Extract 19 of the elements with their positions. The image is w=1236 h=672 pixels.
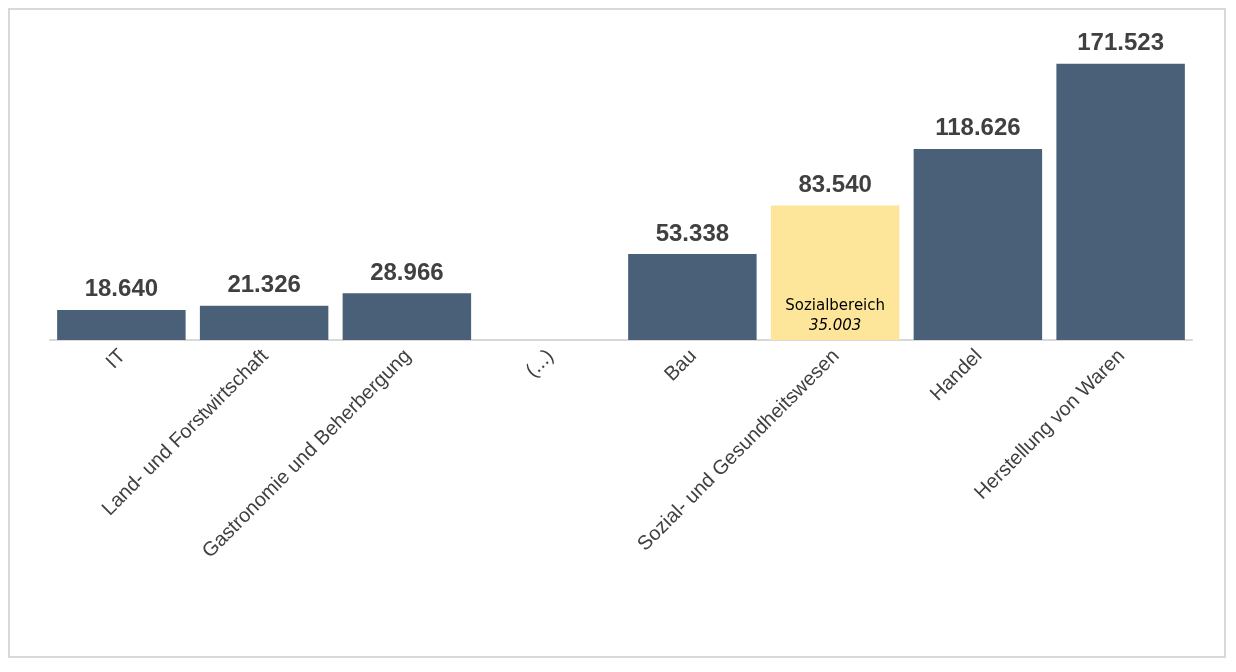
bar — [770, 205, 900, 340]
data-label: 83.540 — [798, 169, 872, 197]
annotation: Sozialbereich — [785, 295, 886, 314]
bar — [913, 148, 1043, 340]
bar — [57, 309, 186, 340]
data-label: 171.523 — [1077, 28, 1165, 56]
data-label: 21.326 — [227, 270, 301, 298]
x-tick-label: (...) — [520, 344, 558, 381]
bar — [199, 305, 329, 340]
bar — [1056, 63, 1185, 340]
x-tick-label: IT — [101, 344, 130, 373]
data-label: 28.966 — [370, 257, 444, 285]
annotation: 35.003 — [808, 315, 862, 334]
x-tick-label: Bau — [659, 344, 701, 385]
data-label: 53.338 — [655, 218, 730, 246]
bar — [342, 293, 472, 340]
data-label: 118.626 — [935, 113, 1021, 141]
bar — [628, 254, 757, 340]
data-label: 18.640 — [84, 274, 159, 302]
